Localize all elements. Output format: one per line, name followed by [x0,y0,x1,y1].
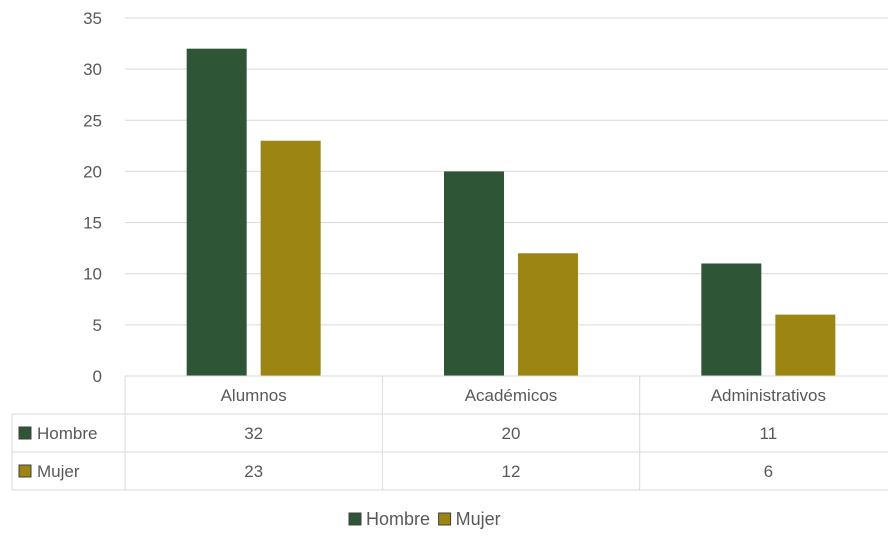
bar-hombre-1 [444,171,504,376]
category-label: Académicos [465,386,558,405]
legend-label: Hombre [366,509,430,529]
table-value: 20 [502,424,521,443]
y-tick-label: 30 [83,60,102,79]
table-value: 23 [244,462,263,481]
y-tick-label: 35 [83,9,102,28]
y-tick-label: 20 [83,162,102,181]
data-table: Alumnos Académicos Administrativos Hombre 32… [11,375,888,491]
legend-swatch [348,512,362,526]
bars [186,48,836,376]
y-tick-label: 0 [93,367,102,386]
table-series-name: Mujer [37,462,80,481]
table-legend-key [18,426,32,440]
table-value: 12 [502,462,521,481]
bar-mujer-0 [260,140,321,376]
bar-hombre-2 [701,263,762,376]
y-tick-label: 15 [83,214,102,233]
legend-label: Mujer [456,509,501,529]
bar-mujer-2 [775,314,836,376]
y-tick-label: 25 [83,111,102,130]
table-series-name: Hombre [37,424,97,443]
y-axis-ticks: 0 5 10 15 20 25 30 35 [83,9,102,386]
table-value: 32 [244,424,263,443]
table-legend-key [18,464,32,478]
legend: Hombre Mujer [348,509,501,529]
gridlines [125,17,888,377]
bar-mujer-1 [518,253,578,376]
category-label: Alumnos [221,386,287,405]
category-label: Administrativos [711,386,826,405]
legend-swatch [438,512,452,526]
table-value: 11 [760,424,778,443]
table-value: 6 [764,462,773,481]
y-tick-label: 5 [93,316,102,335]
y-tick-label: 10 [83,265,102,284]
bar-hombre-0 [186,48,247,376]
